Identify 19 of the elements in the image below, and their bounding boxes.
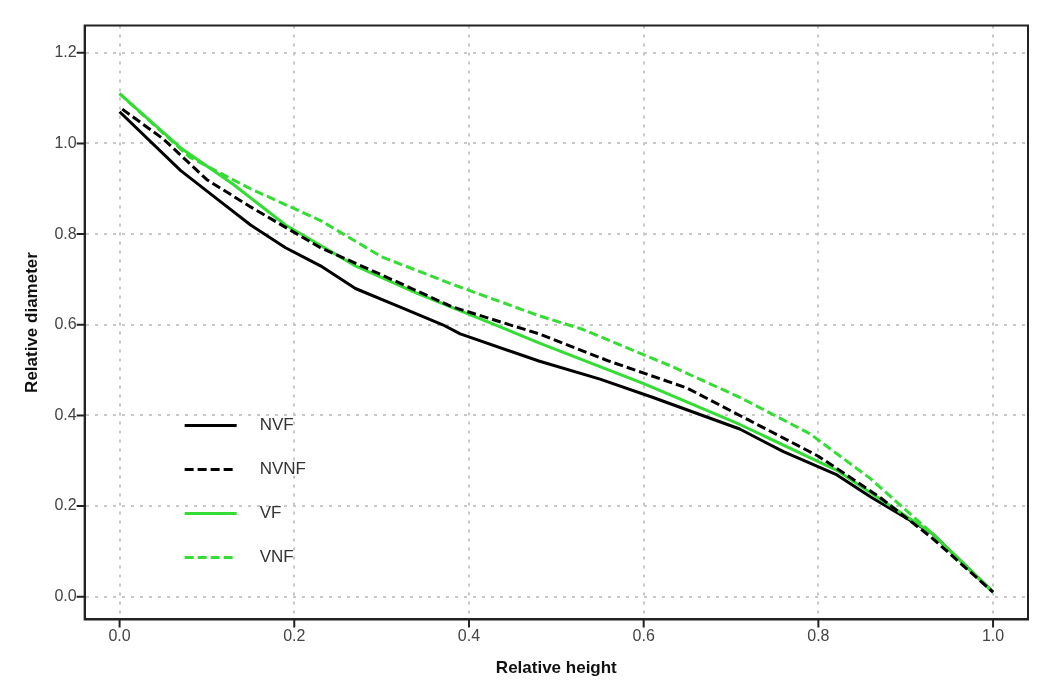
y-tick-label: 1.2	[54, 43, 77, 61]
legend-label: VF	[259, 503, 282, 523]
y-axis-title: Relative diameter	[21, 251, 41, 393]
y-tick-label: 0.2	[54, 496, 77, 514]
y-tick-label: 0.8	[54, 224, 77, 242]
x-tick-label: 0.8	[807, 627, 830, 645]
legend-label: VNF	[259, 547, 294, 567]
x-tick-label: 0.0	[108, 627, 131, 645]
x-tick-label: 0.2	[283, 627, 306, 645]
x-tick-label: 1.0	[981, 627, 1005, 645]
legend-label: NVF	[259, 415, 294, 435]
x-tick-label: 0.4	[457, 627, 481, 645]
y-tick-label: 0.6	[54, 315, 77, 333]
y-tick-label: 1.0	[54, 133, 77, 151]
x-tick-label: 0.6	[632, 627, 655, 645]
legend-label: NVNF	[259, 459, 306, 479]
y-tick-label: 0.0	[54, 587, 77, 605]
y-tick-label: 0.4	[54, 405, 77, 423]
x-axis-title: Relative height	[495, 658, 618, 678]
